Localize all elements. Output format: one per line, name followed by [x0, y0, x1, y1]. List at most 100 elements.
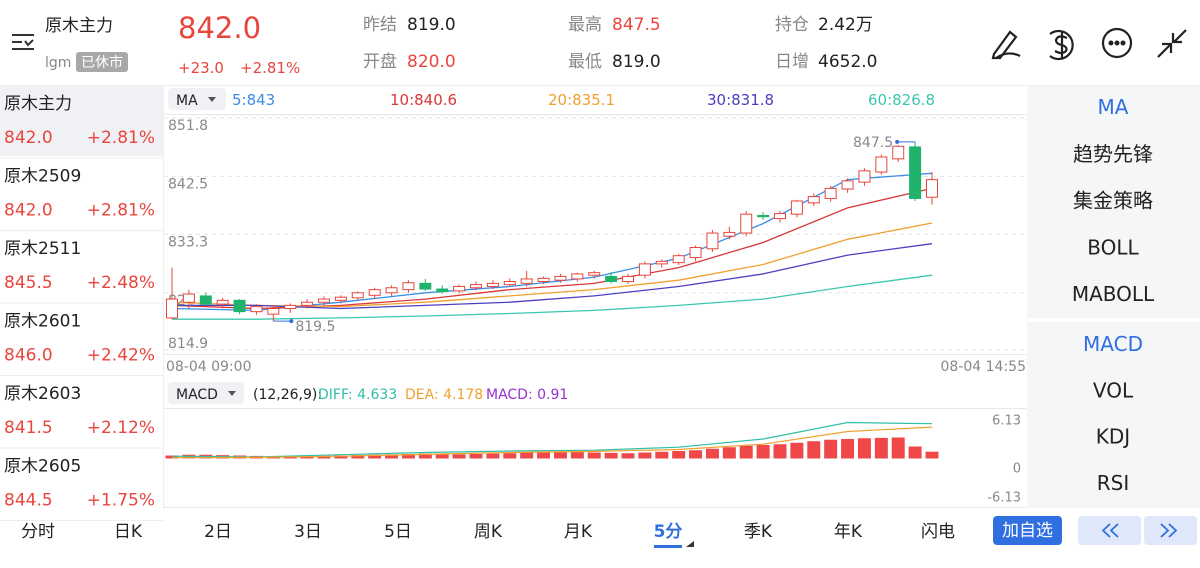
prev-button[interactable] [1078, 516, 1141, 545]
candle-body [926, 179, 938, 198]
period-tab[interactable]: 3日 [294, 522, 322, 542]
indicator-line [172, 274, 933, 320]
candle-body [638, 263, 651, 276]
macd-bar [841, 438, 855, 459]
watch-price: 844.5 [4, 491, 53, 511]
candle-body [385, 287, 398, 294]
macd-bar [553, 451, 567, 459]
indicator-option[interactable]: MA [1098, 95, 1129, 119]
indicator-option[interactable]: 趋势先锋 [1073, 142, 1153, 166]
ma-legend: 5:843 [232, 91, 275, 109]
y-tick-label: 833.3 [168, 234, 208, 250]
candle-body [858, 170, 871, 183]
period-tab[interactable]: 分时 [21, 522, 55, 542]
watch-pct: +2.12% [87, 418, 155, 438]
candle-body [470, 284, 482, 289]
candle-body [689, 247, 702, 259]
macd-params: (12,26,9): [253, 387, 322, 403]
period-tab[interactable]: 月K [564, 522, 593, 542]
macd-dropdown[interactable] [168, 382, 244, 404]
candle-body [216, 299, 229, 305]
macd-bar [756, 444, 770, 459]
high-annotation: 847.5 [853, 135, 893, 151]
watch-name: 原木2601 [4, 312, 81, 332]
macd-bar [351, 455, 365, 459]
candle-body [841, 180, 854, 190]
change: +23.0 [178, 59, 224, 77]
macd-bar [672, 450, 686, 459]
currency-icon[interactable] [1049, 29, 1074, 61]
macd-bar [452, 454, 466, 459]
macd-bar [283, 456, 297, 459]
stat-label: 日增 [775, 52, 809, 72]
period-tab[interactable]: 年K [834, 522, 863, 542]
macd-bar [469, 453, 483, 459]
period-tab[interactable]: 季K [744, 522, 773, 542]
macd-legend: MACD: 0.91 [486, 387, 568, 403]
last-price: 842.0 [178, 11, 261, 45]
indicator-option[interactable]: RSI [1097, 471, 1130, 495]
macd-bar [621, 453, 635, 459]
status-badge [76, 52, 128, 72]
indicator-option[interactable]: KDJ [1096, 425, 1130, 449]
candle-body [757, 214, 770, 218]
candle-body [419, 282, 432, 290]
stat-value: 820.0 [407, 52, 456, 72]
period-tab[interactable]: 周K [474, 522, 503, 542]
watch-name: 原木主力 [4, 94, 72, 114]
y-tick-label: 814.9 [168, 336, 208, 352]
macd-bar [570, 452, 584, 459]
candle-body [537, 277, 550, 282]
macd-bar [790, 442, 804, 459]
candle-body [672, 255, 685, 264]
period-tab[interactable]: 5分 [654, 522, 683, 542]
candle-body [351, 292, 364, 299]
more-icon[interactable] [1101, 27, 1133, 59]
indicator-option[interactable]: VOL [1093, 378, 1134, 402]
candle-body [334, 296, 347, 301]
macd-bar [773, 444, 787, 459]
candle-body [909, 146, 922, 199]
indicator-option[interactable]: 集金策略 [1073, 189, 1153, 213]
draw-icon[interactable] [991, 30, 1021, 60]
indicator-option[interactable]: MACD [1083, 332, 1143, 356]
period-tab[interactable]: 2日 [204, 522, 232, 542]
next-button[interactable] [1144, 516, 1197, 545]
indicator-option[interactable]: MABOLL [1072, 282, 1155, 306]
candle-body [605, 275, 618, 282]
ma-dropdown[interactable] [168, 88, 226, 110]
watch-name: 原木2509 [4, 167, 81, 187]
collapse-icon[interactable] [1157, 29, 1187, 58]
macd-bar [891, 437, 905, 459]
macd-bar [401, 453, 415, 459]
indicator-option[interactable]: BOLL [1087, 235, 1139, 259]
y-tick-label: 842.5 [168, 176, 208, 192]
macd-bar [824, 439, 838, 459]
macd-bar [587, 452, 601, 459]
y-tick-label: 851.8 [168, 118, 208, 134]
indicator-line [172, 243, 933, 310]
candle-body [740, 213, 753, 234]
menu-icon[interactable] [12, 34, 34, 50]
stat-label: 最高 [568, 15, 602, 35]
y-tick-label: -6.13 [987, 491, 1021, 506]
watch-pct: +2.81% [87, 201, 155, 221]
watch-price: 842.0 [4, 128, 53, 148]
period-tab[interactable]: 闪电 [921, 522, 955, 542]
indicator: MACD [176, 387, 218, 403]
indicator-line [171, 172, 933, 312]
macd-bar [857, 438, 871, 459]
macd-bar [807, 441, 821, 459]
stat-label: 昨结 [363, 15, 397, 35]
add-watch-button[interactable] [993, 516, 1062, 545]
period-tab[interactable]: 5日 [384, 522, 412, 542]
macd-bar [165, 455, 179, 459]
macd-bar [520, 452, 534, 459]
macd-bar [689, 450, 703, 459]
candle-body [807, 196, 820, 204]
low-annotation: 819.5 [295, 319, 335, 335]
candle-body [503, 280, 516, 286]
macd-bar [739, 445, 753, 459]
period-tab[interactable]: 日K [114, 522, 143, 542]
macd-bar [486, 453, 500, 459]
